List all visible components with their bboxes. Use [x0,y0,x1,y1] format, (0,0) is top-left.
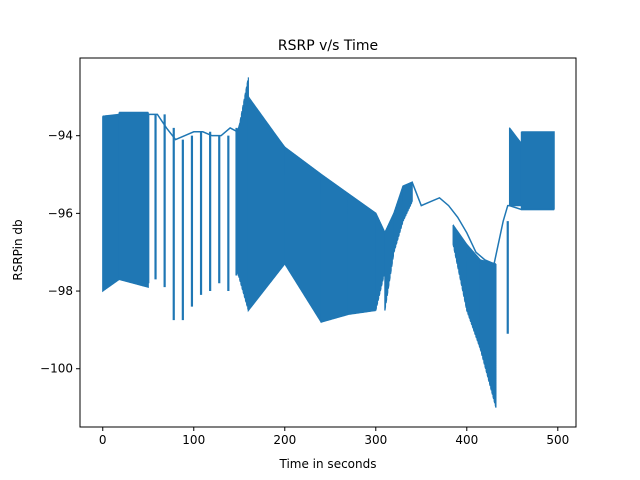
series-band-path [508,126,522,207]
oscillation-band [466,243,482,350]
x-tick-label: 500 [546,433,569,447]
y-tick-label: −94 [48,129,73,143]
x-tick-label: 400 [455,433,478,447]
series-band-path [118,111,149,288]
x-axis-label: Time in seconds [279,457,377,471]
oscillation-band [347,193,377,316]
series-band-path [520,131,555,211]
x-tick-label: 100 [182,433,205,447]
y-tick-label: −100 [40,362,73,376]
oscillation-band [508,126,522,207]
series-band-path [320,173,350,323]
y-tick-label: −96 [48,206,73,220]
oscillation-band [520,131,555,211]
oscillation-band [118,111,149,288]
plot-frame [79,57,577,428]
x-tick-label: 200 [273,433,296,447]
oscillation-band [102,113,120,293]
x-tick-label: 0 [99,433,107,447]
series-band-path [466,243,482,350]
y-tick-label: −98 [48,284,73,298]
series-band-path [102,113,120,293]
series-envelope-line [102,94,555,265]
x-axis-ticks: 0 100 200 300 400 500 [99,427,569,447]
oscillation-band [452,223,468,311]
series-band-path [347,193,377,316]
y-axis-ticks: −100 −98 −96 −94 [40,129,80,376]
oscillation-band [236,77,249,311]
series-band-path [236,77,249,311]
plot-content [102,77,555,408]
chart-title: RSRP v/s Time [278,38,378,54]
y-axis-label: RSRPin db [11,219,25,280]
oscillation-band [320,173,350,323]
series-band-path [452,223,468,311]
x-tick-label: 300 [364,433,387,447]
